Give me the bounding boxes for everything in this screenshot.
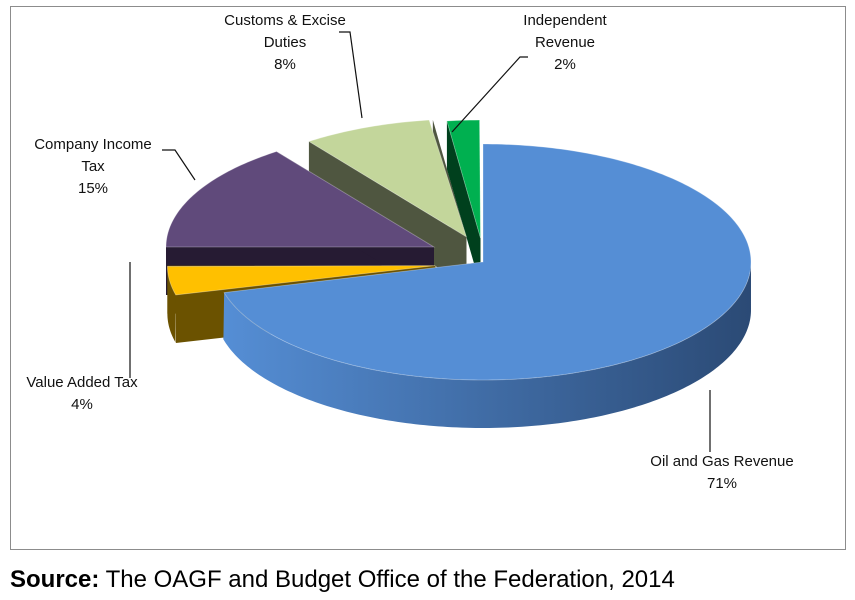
label-line: Oil and Gas Revenue <box>650 453 794 470</box>
pie-chart <box>129 31 752 452</box>
pie-slice-side <box>223 262 752 428</box>
label-pct: 15% <box>77 180 109 197</box>
chart-frame <box>10 6 846 550</box>
pie-slice-top <box>307 119 468 238</box>
pie-slice-side <box>167 266 176 343</box>
label-pct: 71% <box>706 475 738 492</box>
source-text: The OAGF and Budget Office of the Federa… <box>99 566 675 593</box>
pie-slice-top <box>165 151 436 248</box>
label-independent: Independent Revenue 2% <box>523 10 606 76</box>
label-pct: 2% <box>554 56 576 73</box>
label-line: Tax <box>81 158 105 175</box>
label-line: Company Income <box>34 136 152 153</box>
pie-slice-top <box>223 143 752 381</box>
label-vat: Value Added Tax 4% <box>26 372 137 416</box>
label-pct: 8% <box>274 56 296 73</box>
label-line: Customs & Excise <box>224 12 346 29</box>
label-company: Company Income Tax 15% <box>34 134 152 200</box>
label-oil: Oil and Gas Revenue 71% <box>650 451 793 495</box>
pie-slice-top <box>166 265 436 296</box>
leader-line <box>451 56 528 133</box>
label-line: Duties <box>263 34 307 51</box>
source-note: Source: The OAGF and Budget Office of th… <box>10 566 675 594</box>
leader-line <box>339 31 363 119</box>
leader-line <box>162 149 196 181</box>
label-line: Independent <box>523 12 607 29</box>
pie-slice-wall <box>446 120 481 287</box>
label-line: Value Added Tax <box>26 374 138 391</box>
label-customs: Customs & Excise Duties 8% <box>224 10 346 76</box>
source-prefix: Source: <box>10 566 100 593</box>
label-line: Revenue <box>534 34 596 51</box>
label-pct: 4% <box>71 396 93 413</box>
